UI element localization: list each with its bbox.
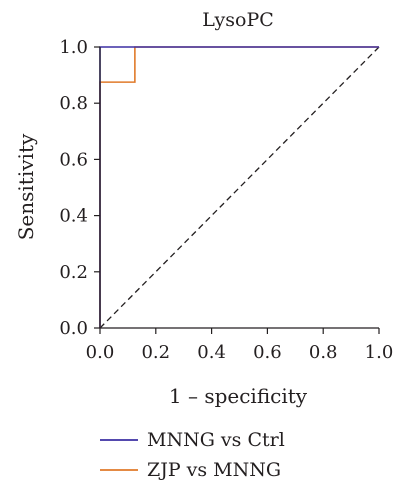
y-tick-label: 0.2 [59,262,88,283]
y-tick-label: 0.6 [59,149,88,170]
x-tick-label: 0.0 [86,342,115,363]
series-line-1 [99,46,379,328]
x-axis-title: 1 – specificity [169,384,308,408]
chart-title: LysoPC [202,9,274,31]
x-tick-label: 0.2 [141,342,170,363]
axis-layer: 0.0 0.2 0.4 0.6 0.8 1.0 0.0 0.2 0.4 0.6 0.8 1.0 [59,37,393,363]
y-axis-title: Sensitivity [14,133,38,240]
legend: MNNG vs Ctrl ZJP vs MNNG [100,429,285,481]
series-line-2 [99,46,379,328]
reference-diagonal-line [99,46,380,329]
plot-layer [99,46,380,329]
x-tick-label: 0.6 [253,342,282,363]
legend-label-2: ZJP vs MNNG [147,459,281,481]
legend-label-1: MNNG vs Ctrl [147,429,285,451]
x-tick-label: 0.8 [309,342,338,363]
x-tick-label: 1.0 [365,342,394,363]
y-tick-label: 1.0 [59,37,88,58]
y-tick-label: 0.8 [59,93,88,114]
y-tick-label: 0.0 [59,318,88,339]
y-tick-label: 0.4 [59,206,88,227]
x-tick-label: 0.4 [197,342,226,363]
